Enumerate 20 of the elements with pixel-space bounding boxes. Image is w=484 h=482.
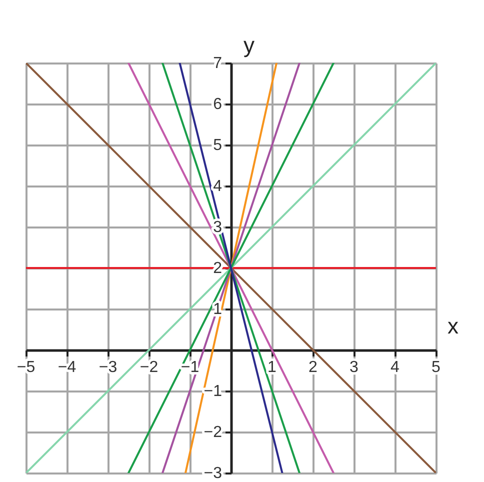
x-tick-label: 5 [432, 359, 441, 376]
x-tick-label: 2 [308, 359, 318, 376]
x-tick-label: −4 [58, 359, 76, 376]
y-tick-label: 5 [213, 137, 222, 154]
x-tick-label: −5 [16, 359, 36, 376]
y-axis-title: y [244, 32, 254, 58]
y-tick-label: 1 [213, 301, 222, 318]
y-tick-label: 6 [213, 96, 222, 113]
x-tick-label: −3 [98, 359, 118, 376]
y-tick-label: −2 [204, 424, 222, 441]
x-tick-label: 1 [268, 359, 277, 376]
y-tick-label: 3 [213, 219, 222, 236]
x-tick-label: −2 [140, 359, 158, 376]
x-tick-label: 4 [390, 359, 400, 376]
y-tick-label: −3 [204, 465, 222, 482]
x-tick-label: 3 [350, 359, 359, 376]
y-tick-label: −1 [204, 383, 222, 400]
y-tick-label: 4 [213, 178, 222, 195]
y-tick-label: 7 [213, 55, 222, 72]
x-axis-title: x [448, 314, 458, 338]
